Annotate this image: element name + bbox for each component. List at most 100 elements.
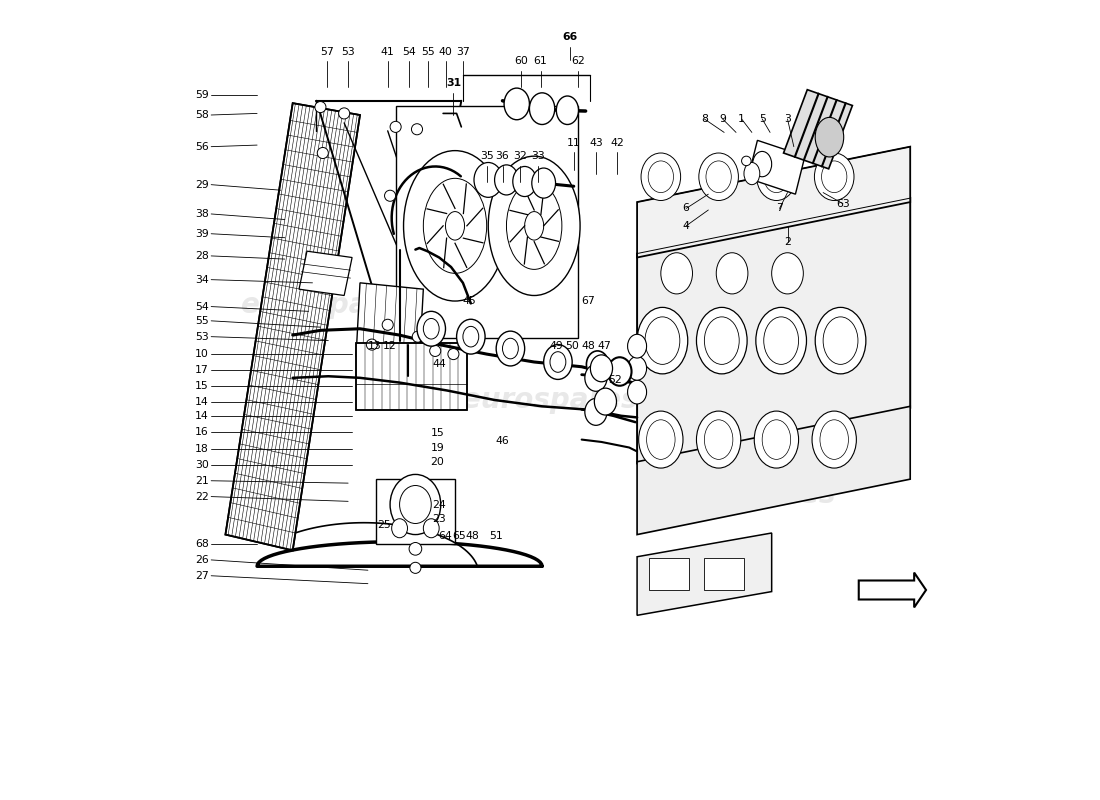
Ellipse shape	[495, 165, 518, 195]
Ellipse shape	[820, 420, 848, 459]
Ellipse shape	[741, 156, 751, 166]
Text: 3: 3	[784, 114, 791, 124]
Ellipse shape	[412, 331, 424, 342]
Text: 5: 5	[759, 114, 766, 124]
Text: 50: 50	[565, 341, 579, 351]
Text: 7: 7	[777, 203, 783, 214]
Text: 32: 32	[513, 151, 527, 161]
Text: 63: 63	[836, 198, 850, 209]
Text: 46: 46	[496, 436, 509, 446]
Text: 30: 30	[195, 460, 209, 470]
Text: 16: 16	[195, 426, 209, 437]
Ellipse shape	[756, 307, 806, 374]
Ellipse shape	[762, 420, 791, 459]
Ellipse shape	[716, 253, 748, 294]
Polygon shape	[649, 558, 689, 590]
Text: 29: 29	[195, 180, 209, 190]
Ellipse shape	[755, 411, 799, 468]
Text: 38: 38	[195, 209, 209, 219]
Ellipse shape	[645, 317, 680, 364]
Ellipse shape	[812, 411, 857, 468]
Ellipse shape	[704, 317, 739, 364]
Polygon shape	[637, 533, 772, 615]
Text: 37: 37	[456, 46, 470, 57]
Text: 22: 22	[195, 491, 209, 502]
Text: 60: 60	[514, 56, 528, 66]
Ellipse shape	[496, 331, 525, 366]
Ellipse shape	[815, 307, 866, 374]
Text: 11: 11	[566, 138, 581, 148]
Ellipse shape	[814, 153, 854, 201]
Ellipse shape	[390, 474, 441, 534]
Ellipse shape	[696, 411, 740, 468]
Text: 31: 31	[446, 78, 461, 88]
Text: 19: 19	[431, 442, 444, 453]
Text: 13: 13	[367, 341, 381, 351]
Ellipse shape	[339, 108, 350, 119]
Text: 4: 4	[683, 221, 690, 231]
Text: 28: 28	[195, 251, 209, 261]
Ellipse shape	[399, 486, 431, 523]
Polygon shape	[637, 146, 910, 258]
Ellipse shape	[704, 420, 733, 459]
Ellipse shape	[531, 168, 556, 198]
Text: 62: 62	[571, 56, 584, 66]
Text: 27: 27	[195, 570, 209, 581]
Text: 54: 54	[403, 46, 416, 57]
Text: 17: 17	[195, 365, 209, 375]
Polygon shape	[299, 251, 352, 295]
Polygon shape	[637, 406, 910, 534]
Ellipse shape	[446, 211, 464, 240]
Ellipse shape	[366, 339, 377, 350]
Ellipse shape	[698, 153, 738, 201]
Ellipse shape	[763, 317, 799, 364]
Text: 49: 49	[550, 341, 563, 351]
Text: 56: 56	[195, 142, 209, 152]
Ellipse shape	[417, 311, 446, 346]
Text: 1: 1	[738, 114, 745, 124]
Text: 43: 43	[588, 138, 603, 148]
Polygon shape	[748, 140, 805, 194]
Polygon shape	[859, 573, 926, 607]
Text: 33: 33	[531, 151, 544, 161]
Text: 2: 2	[784, 237, 791, 246]
Ellipse shape	[317, 147, 328, 158]
Text: 12: 12	[383, 341, 397, 351]
Polygon shape	[396, 106, 578, 338]
Ellipse shape	[463, 326, 478, 347]
Text: 48: 48	[465, 531, 480, 541]
Text: 41: 41	[381, 46, 395, 57]
Text: 51: 51	[490, 531, 503, 541]
Text: 68: 68	[195, 539, 209, 549]
Text: 48: 48	[581, 341, 595, 351]
Text: 64: 64	[439, 531, 452, 541]
Polygon shape	[356, 283, 424, 362]
Text: 58: 58	[195, 110, 209, 120]
Ellipse shape	[648, 161, 673, 193]
Ellipse shape	[385, 190, 396, 202]
Ellipse shape	[404, 150, 506, 301]
Ellipse shape	[410, 562, 421, 574]
Ellipse shape	[744, 162, 760, 185]
Ellipse shape	[557, 96, 579, 125]
Text: 55: 55	[421, 46, 434, 57]
Ellipse shape	[424, 178, 486, 274]
Ellipse shape	[424, 318, 439, 339]
Text: 65: 65	[452, 531, 465, 541]
Ellipse shape	[392, 518, 407, 538]
Text: 35: 35	[480, 151, 494, 161]
Ellipse shape	[488, 156, 580, 295]
Ellipse shape	[315, 102, 326, 113]
Ellipse shape	[772, 253, 803, 294]
Ellipse shape	[628, 380, 647, 404]
Ellipse shape	[503, 338, 518, 359]
Polygon shape	[226, 103, 360, 550]
Ellipse shape	[823, 317, 858, 364]
Ellipse shape	[424, 518, 439, 538]
Ellipse shape	[585, 364, 607, 391]
Polygon shape	[637, 198, 910, 463]
Text: 44: 44	[432, 359, 446, 370]
Text: 52: 52	[608, 375, 622, 386]
Ellipse shape	[506, 182, 562, 270]
Text: 18: 18	[195, 444, 209, 454]
